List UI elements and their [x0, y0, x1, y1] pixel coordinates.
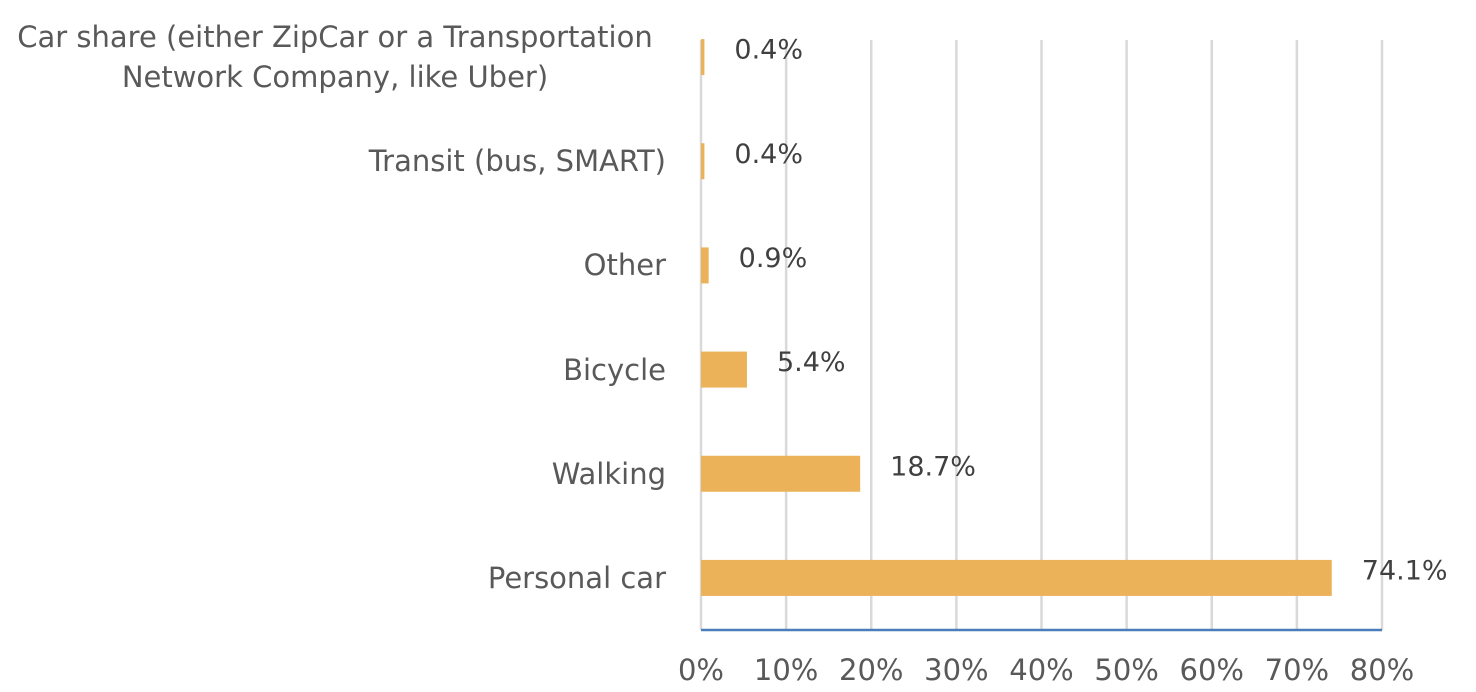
data-label: 5.4%: [777, 347, 846, 378]
x-tick-label: 50%: [1094, 653, 1158, 687]
data-label: 74.1%: [1362, 555, 1448, 586]
y-tick-label: Car share (either ZipCar or a Transporta…: [17, 20, 653, 95]
bar: [701, 559, 1332, 596]
y-tick-label: Other: [583, 248, 666, 283]
x-tick-label: 80%: [1350, 653, 1414, 687]
x-tick-label: 40%: [1009, 653, 1073, 687]
x-tick-label: 10%: [754, 653, 818, 687]
data-label: 0.4%: [734, 35, 803, 66]
bar: [701, 143, 705, 180]
bar: [701, 247, 709, 284]
x-tick-label: 60%: [1180, 653, 1244, 687]
x-tick-label: 30%: [924, 653, 988, 687]
x-tick-label: 20%: [839, 653, 903, 687]
x-tick-label: 0%: [678, 653, 724, 687]
y-tick-label: Transit (bus, SMART): [368, 144, 666, 179]
y-tick-label: Personal car: [487, 560, 666, 595]
x-tick-label: 70%: [1265, 653, 1329, 687]
data-label: 0.4%: [734, 139, 803, 170]
y-tick-label: Bicycle: [563, 352, 666, 387]
bar: [701, 351, 747, 388]
data-label: 18.7%: [890, 451, 976, 482]
y-tick-label: Walking: [551, 456, 666, 491]
bar: [701, 39, 705, 76]
bar: [701, 455, 861, 492]
data-label: 0.9%: [739, 243, 808, 274]
